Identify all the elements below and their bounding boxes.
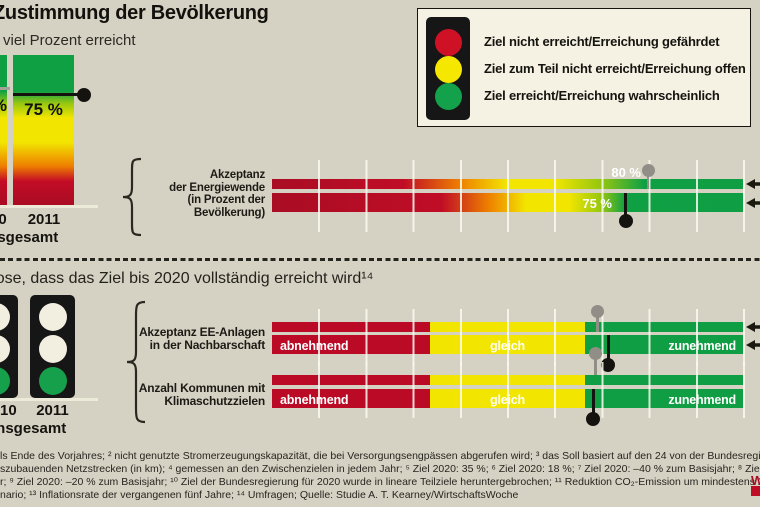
traffic-light-2011 (30, 295, 75, 398)
bar-2010 (0, 55, 7, 205)
black-pin-stem (606, 335, 610, 365)
segment-label-decreasing: abnehmend (280, 393, 349, 407)
footnote-line-2: szubauenden Netzstrecken (in km); ⁴ geme… (0, 463, 760, 475)
pin-label-80: 80 % (611, 165, 641, 180)
legend-item-green: Ziel erreicht/Erreichung wahrscheinlich (484, 88, 720, 103)
arrow-left-icon (746, 179, 760, 189)
brace-section2 (126, 300, 146, 424)
baseline (0, 205, 98, 208)
gray-pin-head (588, 346, 602, 360)
wirtschaftswoche-logo: W (751, 473, 760, 488)
section-divider (0, 258, 760, 261)
arrow-left-icon (746, 339, 760, 350)
black-pin-stem (591, 389, 595, 419)
year-label-2011: 2011 (36, 402, 69, 419)
arrow-left-icon (746, 197, 760, 208)
traffic-light-caption: insgesamt (0, 420, 67, 437)
footnote-line-4: nario; ¹³ Inflationsrate der vergangenen… (0, 489, 519, 501)
brace-section1 (122, 157, 142, 237)
legend-traffic-light (426, 17, 470, 120)
gray-pin-stem (594, 353, 597, 375)
light-off-icon (38, 335, 67, 363)
gridlines-row2 (273, 362, 745, 418)
light-off-icon (0, 303, 10, 331)
marker-dot-2011 (77, 87, 91, 102)
value-label-2010: 80 % (0, 96, 7, 116)
marker-line-2011 (13, 92, 84, 96)
light-off-icon (0, 335, 10, 363)
year-label-2010: 2010 (0, 402, 17, 419)
wirtschaftswoche-logo-block (751, 486, 760, 496)
segment-label-increasing: zunehmend (668, 339, 736, 353)
gridlines-section1 (273, 160, 745, 232)
legend-item-yellow: Ziel zum Teil nicht erreicht/Erreichung … (484, 61, 746, 76)
year-label-2010: 2010 (0, 211, 7, 228)
gray-pin-stem (596, 311, 599, 332)
baseline (0, 398, 98, 401)
light-off-icon (38, 303, 67, 331)
value-label-2011: 75 % (24, 100, 63, 119)
row-label-akzeptanz-ee: Akzeptanz EE-Anlagen in der Nachbarschaf… (138, 325, 265, 352)
segment-label-equal: gleich (490, 393, 525, 407)
yellow-light-icon (434, 55, 462, 83)
page-subtitle: Wie viel Prozent erreicht (0, 32, 136, 49)
legend: Ziel nicht erreicht/Erreichung gefährdet… (417, 8, 751, 127)
page-title: Zustimmung der Bevölkerung (0, 2, 269, 24)
segment-label-increasing: zunehmend (668, 393, 736, 407)
gray-pin-head (641, 163, 655, 177)
green-light-icon (434, 82, 462, 110)
pin-label-75: 75 % (582, 196, 612, 211)
black-pin-head (618, 214, 633, 228)
black-pin-head (586, 412, 600, 426)
year-label-2011: 2011 (27, 211, 61, 228)
marker-line-2010 (0, 86, 10, 90)
row-label-energiewende: Akzeptanz der Energiewende (in Prozent d… (169, 169, 265, 219)
green-light-icon (38, 367, 67, 395)
traffic-light-2010 (0, 295, 18, 398)
bar-2011 (13, 55, 74, 205)
gridlines-row1 (273, 309, 745, 365)
legend-item-red: Ziel nicht erreicht/Erreichung gefährdet (484, 34, 720, 49)
gray-pin-stem (646, 170, 649, 189)
black-pin-stem (624, 193, 627, 221)
arrow-left-icon (746, 322, 760, 332)
green-light-icon (0, 367, 10, 395)
segment-label-decreasing: abnehmend (280, 339, 349, 353)
segment-label-equal: gleich (490, 339, 525, 353)
section2-heading: Prognose, dass das Ziel bis 2020 vollstä… (0, 270, 374, 287)
footnote-line-1: ls Ende des Vorjahres; ² nicht genutzte … (0, 450, 760, 462)
red-light-icon (434, 28, 462, 56)
gray-pin-head (590, 304, 604, 318)
footnote-line-3: r; ⁹ Ziel 2020: –20 % zum Basisjahr; ¹⁰ … (0, 476, 760, 488)
row-label-kommunen: Anzahl Kommunen mit Klimaschutzzielen (138, 381, 265, 408)
mini-chart-caption: insgesamt (0, 229, 59, 246)
